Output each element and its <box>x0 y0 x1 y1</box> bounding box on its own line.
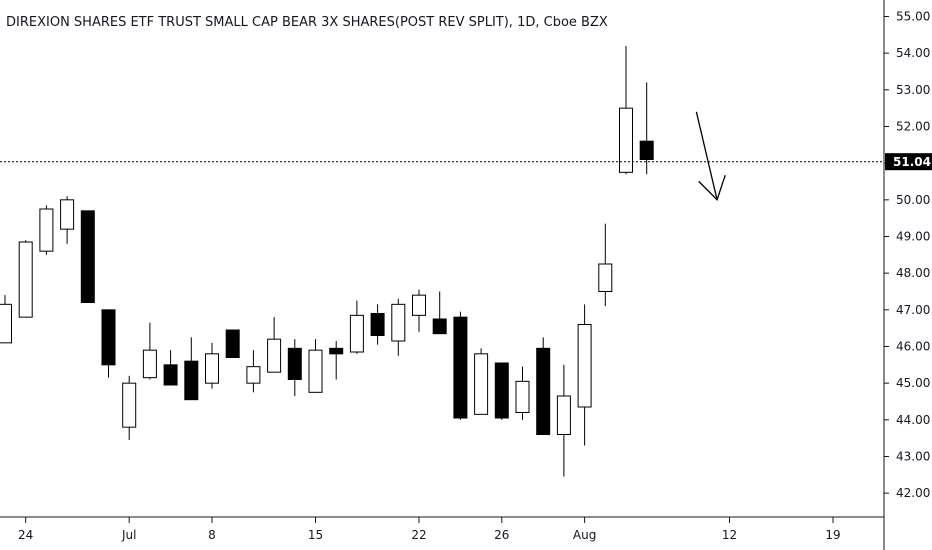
price-tick-label: 47.00 <box>896 303 930 317</box>
candle <box>80 210 95 303</box>
candle-body-up <box>60 199 75 230</box>
price-tick-label: 48.00 <box>896 266 930 280</box>
candle-body-up <box>556 395 571 435</box>
candle-body-up <box>598 263 613 292</box>
candle <box>494 362 509 420</box>
candle <box>60 196 75 244</box>
candle <box>391 298 406 356</box>
candle-body-up <box>267 338 282 373</box>
candle <box>267 317 282 373</box>
candle-body-up <box>205 353 219 384</box>
candle <box>142 322 157 380</box>
time-tick-label: 12 <box>722 528 737 542</box>
candle <box>308 339 323 393</box>
candle-body-down <box>453 316 468 419</box>
candle <box>536 337 551 436</box>
time-tick-label: 19 <box>825 528 840 542</box>
candle <box>39 205 54 255</box>
candle-body-up <box>18 241 33 318</box>
price-tick-label: 54.00 <box>896 46 930 60</box>
candle <box>287 339 302 396</box>
price-tick-label: 45.00 <box>896 376 930 390</box>
arrow-annotation-head <box>698 174 726 202</box>
candle-body-up <box>142 349 157 379</box>
candle <box>474 348 489 415</box>
candle-body-up <box>515 380 530 414</box>
time-tick-label: 26 <box>494 528 509 542</box>
candle-body-down <box>101 309 116 366</box>
candle-body-up <box>412 294 426 316</box>
candle-body-up <box>0 303 12 344</box>
price-tick-label: 50.00 <box>896 193 930 207</box>
candle-body-down <box>80 210 95 303</box>
candle-body-down <box>184 360 199 401</box>
time-tick-label: 22 <box>411 528 426 542</box>
candle <box>515 366 530 420</box>
candles-layer <box>0 45 654 477</box>
time-tick-label: Aug <box>573 528 596 542</box>
time-tick-label: 8 <box>208 528 216 542</box>
time-tick-label: Jul <box>121 528 136 542</box>
candle <box>412 289 426 332</box>
price-tick-label: 43.00 <box>896 450 930 464</box>
candle-body-up <box>474 353 489 415</box>
candle <box>0 295 12 344</box>
candle <box>18 240 33 318</box>
last-price-badge: 51.04 <box>885 153 932 171</box>
candle-body-up <box>577 324 592 408</box>
last-price-badge-bg <box>885 153 932 171</box>
candle-body-down <box>163 364 178 386</box>
candle <box>598 223 613 307</box>
price-tick-label: 46.00 <box>896 340 930 354</box>
chart-title: DIREXION SHARES ETF TRUST SMALL CAP BEAR… <box>6 15 608 30</box>
candle-body-down <box>536 347 551 436</box>
candle <box>101 309 116 378</box>
candle-body-up <box>619 107 633 173</box>
last-price-badge-label: 51.04 <box>893 155 931 169</box>
candle <box>577 304 592 446</box>
price-tick-label: 52.00 <box>896 120 930 134</box>
candle-body-up <box>308 349 323 393</box>
candle-body-up <box>39 208 54 252</box>
candle-body-down <box>225 329 240 358</box>
time-axis[interactable]: 24 Jul 8 15 22 26 Aug 12 19 <box>18 517 841 542</box>
candle-body-up <box>349 314 364 353</box>
candle <box>639 82 654 175</box>
candle <box>163 350 178 386</box>
candle-body-up <box>122 382 137 428</box>
price-axis[interactable]: 42.00 43.00 44.00 45.00 46.00 47.00 48.00 49.00… <box>884 10 930 501</box>
candle-body-down <box>370 313 385 336</box>
price-tick-label: 55.00 <box>896 10 930 24</box>
price-tick-label: 42.00 <box>896 486 930 500</box>
candle <box>205 342 219 389</box>
candle <box>556 364 571 477</box>
candle-body-up <box>391 303 406 342</box>
candle <box>370 304 385 345</box>
candle <box>122 375 137 440</box>
price-tick-label: 44.00 <box>896 413 930 427</box>
candle <box>246 350 261 393</box>
time-tick-label: 15 <box>308 528 323 542</box>
candle-body-down <box>329 347 344 355</box>
candle <box>349 300 364 354</box>
time-tick-label: 24 <box>18 528 33 542</box>
annotation-layer <box>695 111 726 202</box>
candle <box>329 341 344 380</box>
candle <box>225 329 240 358</box>
candle <box>184 337 199 401</box>
candle <box>453 311 468 420</box>
candle-body-down <box>494 362 509 419</box>
candle <box>432 291 447 335</box>
candle-body-down <box>287 347 302 381</box>
price-tick-label: 53.00 <box>896 83 930 97</box>
candle-body-down <box>432 318 447 335</box>
arrow-annotation-shaft <box>695 111 718 200</box>
candle-body-up <box>246 366 261 384</box>
candle-body-down <box>639 140 654 161</box>
price-tick-label: 49.00 <box>896 230 930 244</box>
candle <box>619 45 633 175</box>
